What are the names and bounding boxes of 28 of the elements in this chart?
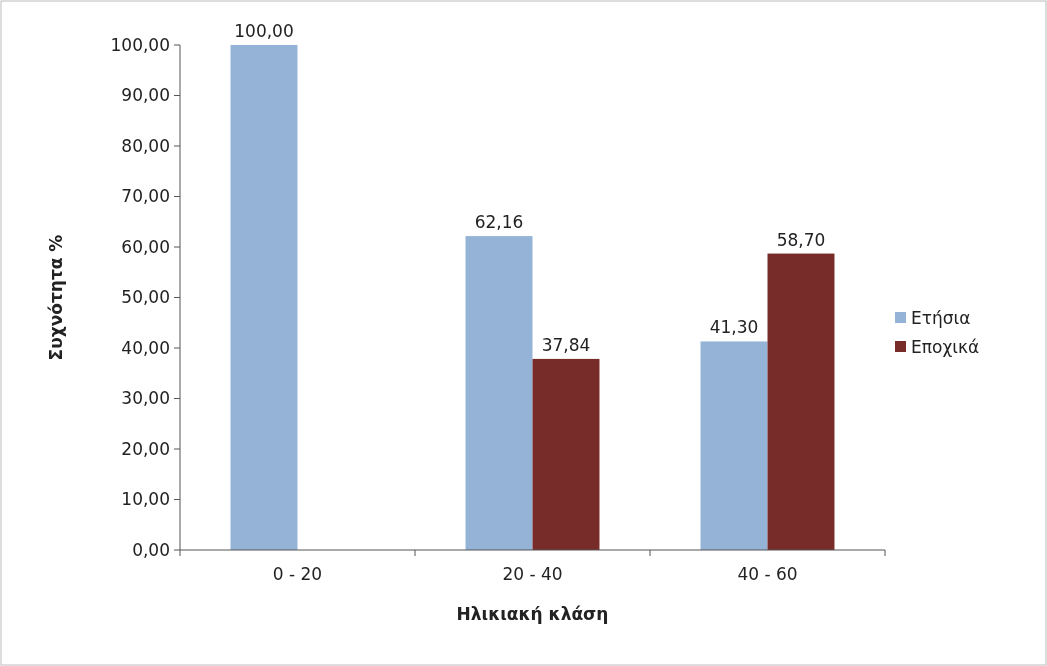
data-label: 37,84	[541, 334, 591, 355]
bar	[532, 358, 600, 550]
y-tick-label: 0,00	[132, 539, 170, 560]
y-tick-label: 40,00	[121, 337, 170, 358]
legend-label: Εποχικά	[911, 336, 980, 357]
y-tick-label: 50,00	[121, 287, 170, 308]
bar	[230, 45, 298, 550]
y-tick-label: 60,00	[121, 236, 170, 257]
legend-label: Ετήσια	[911, 307, 971, 328]
x-tick-label: 20 - 40	[502, 564, 563, 584]
y-tick-label: 30,00	[121, 388, 170, 409]
y-tick-label: 70,00	[121, 186, 170, 207]
data-label: 100,00	[234, 21, 294, 41]
y-tick-label: 90,00	[121, 85, 170, 106]
y-tick-label: 20,00	[121, 438, 170, 459]
bar	[465, 236, 533, 550]
y-tick-label: 10,00	[121, 489, 170, 510]
data-label: 41,30	[709, 317, 759, 338]
data-label: 62,16	[474, 212, 524, 233]
bar	[767, 253, 835, 550]
y-axis-title: Συχνότητα %	[46, 234, 66, 361]
x-tick-label: 0 - 20	[272, 564, 323, 584]
bar	[700, 341, 768, 550]
y-tick-label: 80,00	[121, 135, 170, 156]
x-axis-title: Ηλικιακή κλάση	[456, 604, 609, 624]
y-tick-label: 100,00	[110, 34, 170, 55]
data-label: 58,70	[776, 229, 826, 250]
x-tick-label: 40 - 60	[737, 564, 798, 584]
